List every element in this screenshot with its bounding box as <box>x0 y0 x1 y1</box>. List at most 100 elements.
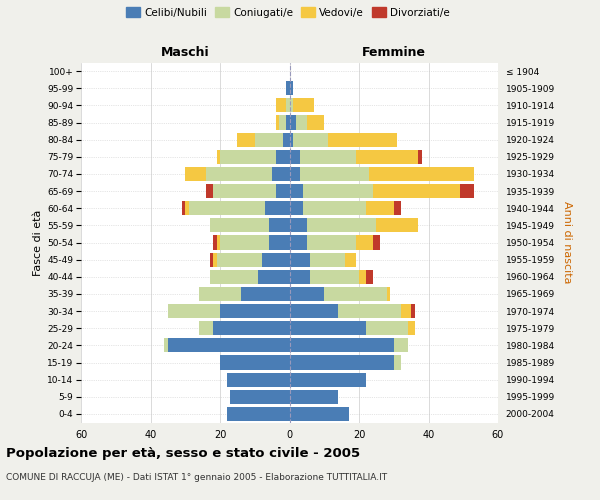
Bar <box>310 270 359 284</box>
Bar <box>324 287 387 301</box>
Bar <box>290 98 293 112</box>
Bar <box>220 150 275 164</box>
Bar <box>209 252 213 266</box>
Bar <box>293 132 328 146</box>
Bar <box>328 132 397 146</box>
Bar <box>290 304 338 318</box>
Bar <box>217 150 220 164</box>
Bar <box>296 116 307 130</box>
Bar <box>356 150 418 164</box>
Bar <box>220 304 290 318</box>
Bar <box>217 252 262 266</box>
Bar <box>286 116 290 130</box>
Bar <box>300 150 356 164</box>
Legend: Celibi/Nubili, Coniugati/e, Vedovi/e, Divorziati/e: Celibi/Nubili, Coniugati/e, Vedovi/e, Di… <box>124 5 452 20</box>
Bar <box>227 407 290 421</box>
Bar <box>359 270 366 284</box>
Bar <box>199 287 241 301</box>
Bar <box>394 338 407 352</box>
Bar <box>411 304 415 318</box>
Bar <box>182 201 185 215</box>
Bar <box>293 98 314 112</box>
Bar <box>290 201 304 215</box>
Bar <box>300 167 370 181</box>
Bar <box>241 287 290 301</box>
Bar <box>387 287 390 301</box>
Bar <box>394 356 401 370</box>
Bar <box>290 287 324 301</box>
Bar <box>338 304 401 318</box>
Bar <box>255 132 283 146</box>
Bar <box>279 116 286 130</box>
Bar <box>290 338 394 352</box>
Bar <box>310 252 345 266</box>
Bar <box>290 218 307 232</box>
Bar <box>185 167 206 181</box>
Bar <box>220 236 269 250</box>
Bar <box>460 184 473 198</box>
Text: Maschi: Maschi <box>161 46 209 59</box>
Bar <box>168 338 290 352</box>
Bar <box>286 81 290 95</box>
Bar <box>394 201 401 215</box>
Bar <box>370 167 473 181</box>
Bar <box>265 201 290 215</box>
Bar <box>206 167 272 181</box>
Bar <box>290 356 394 370</box>
Bar <box>283 132 290 146</box>
Bar <box>290 116 296 130</box>
Bar <box>307 236 356 250</box>
Bar <box>209 270 258 284</box>
Bar <box>290 81 293 95</box>
Bar <box>269 236 290 250</box>
Bar <box>199 321 213 335</box>
Bar <box>290 236 307 250</box>
Bar <box>275 184 290 198</box>
Bar <box>373 236 380 250</box>
Y-axis label: Fasce di età: Fasce di età <box>33 210 43 276</box>
Bar <box>290 167 300 181</box>
Y-axis label: Anni di nascita: Anni di nascita <box>562 201 572 284</box>
Bar <box>366 270 373 284</box>
Bar <box>345 252 356 266</box>
Bar <box>304 184 373 198</box>
Bar <box>366 201 394 215</box>
Bar <box>290 390 338 404</box>
Bar <box>269 218 290 232</box>
Bar <box>290 184 304 198</box>
Bar <box>168 304 220 318</box>
Bar <box>290 321 366 335</box>
Bar <box>209 218 269 232</box>
Bar <box>275 150 290 164</box>
Bar <box>290 407 349 421</box>
Bar <box>227 372 290 386</box>
Bar <box>189 201 265 215</box>
Bar <box>230 390 290 404</box>
Bar <box>290 132 293 146</box>
Bar <box>213 321 290 335</box>
Bar <box>290 372 366 386</box>
Bar <box>407 321 415 335</box>
Bar <box>220 356 290 370</box>
Text: Femmine: Femmine <box>362 46 426 59</box>
Bar <box>213 184 275 198</box>
Bar <box>164 338 168 352</box>
Bar <box>304 201 366 215</box>
Text: Popolazione per età, sesso e stato civile - 2005: Popolazione per età, sesso e stato civil… <box>6 448 360 460</box>
Bar <box>290 270 310 284</box>
Bar <box>258 270 290 284</box>
Bar <box>213 252 217 266</box>
Text: COMUNE DI RACCUJA (ME) - Dati ISTAT 1° gennaio 2005 - Elaborazione TUTTITALIA.IT: COMUNE DI RACCUJA (ME) - Dati ISTAT 1° g… <box>6 472 387 482</box>
Bar <box>286 98 290 112</box>
Bar <box>217 236 220 250</box>
Bar <box>238 132 255 146</box>
Bar <box>213 236 217 250</box>
Bar <box>401 304 411 318</box>
Bar <box>272 167 290 181</box>
Bar <box>373 184 460 198</box>
Bar <box>275 116 279 130</box>
Bar <box>185 201 189 215</box>
Bar <box>366 321 407 335</box>
Bar <box>307 218 376 232</box>
Bar <box>290 150 300 164</box>
